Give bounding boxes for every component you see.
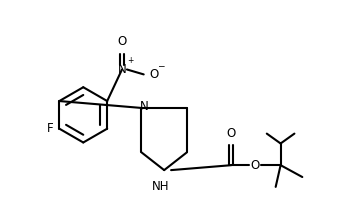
Text: −: −	[156, 61, 164, 70]
Text: NH: NH	[152, 180, 169, 193]
Text: F: F	[47, 122, 53, 135]
Text: N: N	[140, 101, 149, 113]
Text: O: O	[118, 35, 127, 48]
Text: N: N	[118, 63, 126, 76]
Text: O: O	[227, 126, 236, 140]
Text: O: O	[250, 159, 259, 172]
Text: O: O	[150, 68, 159, 81]
Text: +: +	[127, 56, 133, 65]
